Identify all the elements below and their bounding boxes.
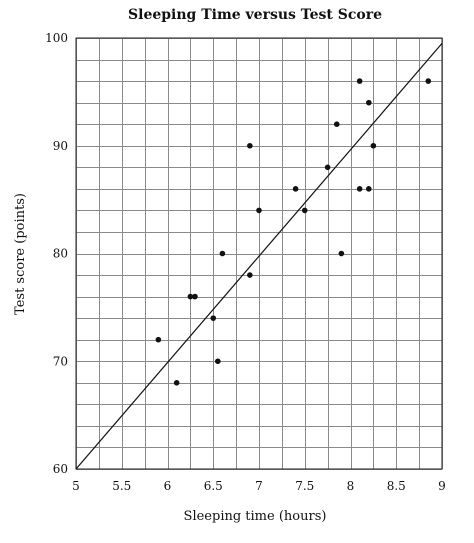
data-point bbox=[155, 336, 162, 343]
data-point bbox=[333, 121, 340, 127]
y-axis-ticks: 60 70 80 90 100 bbox=[45, 31, 68, 476]
data-point bbox=[338, 250, 345, 257]
x-tick-label: 7 bbox=[255, 479, 263, 493]
data-point bbox=[247, 142, 253, 149]
data-point bbox=[425, 78, 432, 84]
x-axis-ticks: 5 5.5 6 6.5 7 7.5 8 8.5 9 bbox=[72, 479, 446, 493]
y-axis-label: Test score (points) bbox=[13, 193, 28, 315]
plot-area-border bbox=[75, 37, 443, 470]
x-tick-label: 5.5 bbox=[112, 479, 131, 493]
x-tick-label: 8.5 bbox=[387, 479, 406, 493]
x-axis-label: Sleeping time (hours) bbox=[184, 509, 327, 524]
chart-title: Sleeping Time versus Test Score bbox=[128, 7, 382, 23]
data-point bbox=[370, 142, 377, 149]
y-tick-label: 90 bbox=[53, 139, 68, 153]
y-tick-label: 80 bbox=[53, 247, 68, 261]
y-tick-label: 100 bbox=[45, 31, 68, 45]
data-point bbox=[356, 186, 363, 192]
data-point bbox=[292, 186, 299, 192]
y-tick-label: 60 bbox=[53, 462, 68, 476]
x-tick-label: 6.5 bbox=[204, 479, 223, 493]
data-point bbox=[356, 78, 363, 84]
data-point bbox=[324, 164, 331, 171]
x-tick-label: 6 bbox=[164, 479, 172, 493]
data-point bbox=[210, 315, 217, 321]
data-point bbox=[192, 293, 198, 300]
data-point bbox=[219, 250, 226, 257]
data-point bbox=[366, 99, 372, 106]
data-point bbox=[215, 358, 221, 365]
data-point bbox=[301, 207, 308, 214]
x-tick-label: 9 bbox=[438, 479, 446, 493]
data-point bbox=[366, 186, 372, 192]
data-points bbox=[155, 78, 432, 386]
y-tick-label: 70 bbox=[53, 354, 68, 368]
x-tick-label: 5 bbox=[72, 479, 80, 493]
trend-line bbox=[75, 42, 443, 470]
x-tick-label: 7.5 bbox=[295, 479, 314, 493]
data-point bbox=[256, 207, 262, 214]
data-point bbox=[187, 293, 194, 300]
x-tick-label: 8 bbox=[347, 479, 355, 493]
data-point bbox=[173, 380, 180, 386]
data-point bbox=[247, 272, 253, 278]
